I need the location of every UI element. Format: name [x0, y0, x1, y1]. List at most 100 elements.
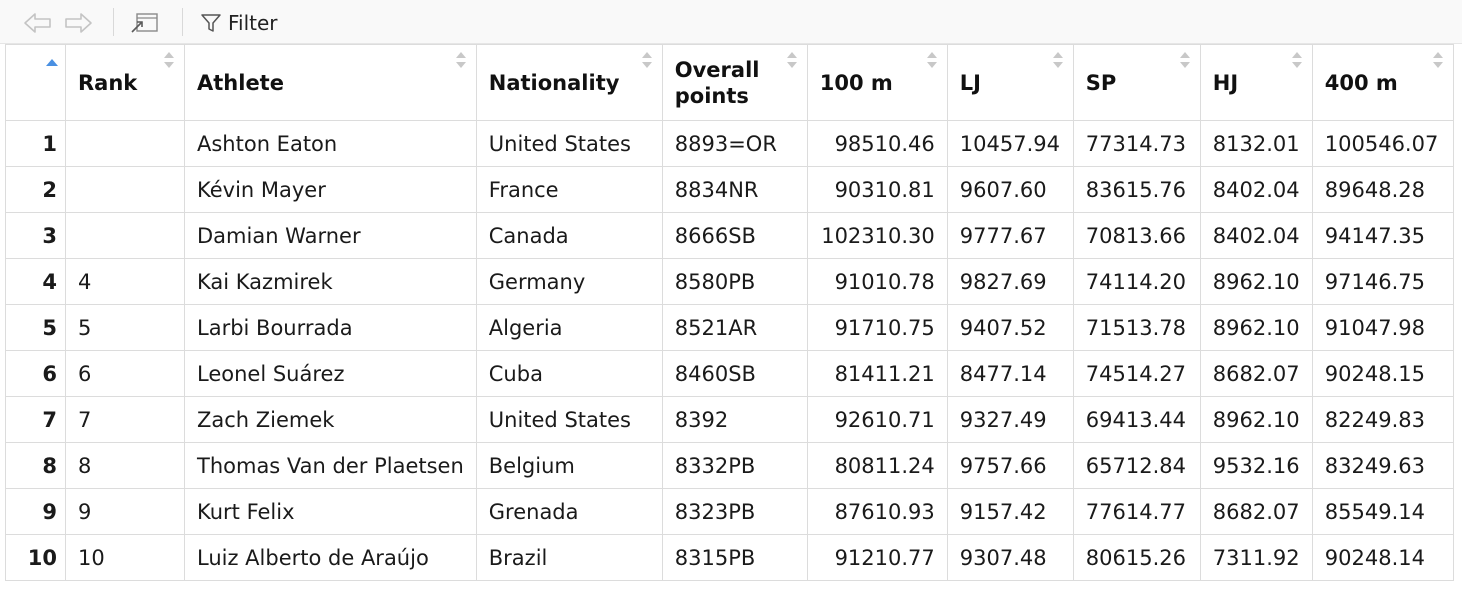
- cell-sp[interactable]: 69413.44: [1072, 396, 1201, 443]
- row-index-cell[interactable]: 7: [5, 396, 66, 443]
- overall-points-cell[interactable]: 8323PB: [661, 488, 808, 535]
- row-index-cell[interactable]: 9: [5, 488, 66, 535]
- nationality-cell[interactable]: Algeria: [475, 304, 663, 351]
- cell-400m[interactable]: 94147.35: [1311, 212, 1454, 259]
- rank-cell[interactable]: 8: [65, 442, 185, 489]
- cell-sp[interactable]: 80615.26: [1072, 534, 1201, 581]
- cell-100m[interactable]: 102310.30: [806, 212, 948, 259]
- nationality-cell[interactable]: Grenada: [475, 488, 663, 535]
- cell-sp[interactable]: 65712.84: [1072, 442, 1201, 489]
- cell-sp[interactable]: 70813.66: [1072, 212, 1201, 259]
- overall-points-cell[interactable]: 8460SB: [661, 350, 808, 397]
- row-index-cell[interactable]: 1: [5, 120, 66, 167]
- nationality-cell[interactable]: France: [475, 166, 663, 213]
- column-header-overall-points[interactable]: Overall points: [661, 44, 808, 121]
- cell-400m[interactable]: 91047.98: [1311, 304, 1454, 351]
- nationality-cell[interactable]: Canada: [475, 212, 663, 259]
- cell-400m[interactable]: 85549.14: [1311, 488, 1454, 535]
- filter-button[interactable]: Filter: [200, 8, 278, 38]
- cell-lj[interactable]: 9157.42: [946, 488, 1074, 535]
- column-header-rank[interactable]: Rank: [65, 44, 185, 121]
- athlete-cell[interactable]: Kurt Felix: [184, 488, 477, 535]
- cell-lj[interactable]: 9607.60: [946, 166, 1074, 213]
- cell-sp[interactable]: 74514.27: [1072, 350, 1201, 397]
- popout-button[interactable]: [128, 10, 162, 36]
- cell-lj[interactable]: 9777.67: [946, 212, 1074, 259]
- row-index-cell[interactable]: 2: [5, 166, 66, 213]
- cell-100m[interactable]: 87610.93: [806, 488, 948, 535]
- cell-100m[interactable]: 98510.46: [806, 120, 948, 167]
- cell-100m[interactable]: 90310.81: [806, 166, 948, 213]
- cell-400m[interactable]: 89648.28: [1311, 166, 1454, 213]
- rank-cell[interactable]: 9: [65, 488, 185, 535]
- rank-cell[interactable]: [65, 212, 185, 259]
- nationality-cell[interactable]: Brazil: [475, 534, 663, 581]
- cell-100m[interactable]: 81411.21: [806, 350, 948, 397]
- row-index-cell[interactable]: 4: [5, 258, 66, 305]
- rank-cell[interactable]: 10: [65, 534, 185, 581]
- cell-lj[interactable]: 9327.49: [946, 396, 1074, 443]
- rank-cell[interactable]: 6: [65, 350, 185, 397]
- athlete-cell[interactable]: Larbi Bourrada: [184, 304, 477, 351]
- cell-sp[interactable]: 71513.78: [1072, 304, 1201, 351]
- rank-cell[interactable]: 4: [65, 258, 185, 305]
- column-header-100m[interactable]: 100 m: [806, 44, 948, 121]
- cell-100m[interactable]: 92610.71: [806, 396, 948, 443]
- column-header-athlete[interactable]: Athlete: [184, 44, 477, 121]
- cell-100m[interactable]: 91210.77: [806, 534, 948, 581]
- cell-400m[interactable]: 83249.63: [1311, 442, 1454, 489]
- cell-sp[interactable]: 77314.73: [1072, 120, 1201, 167]
- overall-points-cell[interactable]: 8332PB: [661, 442, 808, 489]
- cell-hj[interactable]: 8682.07: [1199, 488, 1313, 535]
- row-index-cell[interactable]: 8: [5, 442, 66, 489]
- cell-lj[interactable]: 9757.66: [946, 442, 1074, 489]
- cell-100m[interactable]: 91710.75: [806, 304, 948, 351]
- overall-points-cell[interactable]: 8315PB: [661, 534, 808, 581]
- forward-button[interactable]: [62, 10, 94, 36]
- athlete-cell[interactable]: Ashton Eaton: [184, 120, 477, 167]
- row-index-cell[interactable]: 3: [5, 212, 66, 259]
- rank-cell[interactable]: 5: [65, 304, 185, 351]
- nationality-cell[interactable]: Cuba: [475, 350, 663, 397]
- cell-hj[interactable]: 8962.10: [1199, 258, 1313, 305]
- athlete-cell[interactable]: Thomas Van der Plaetsen: [184, 442, 477, 489]
- rank-cell[interactable]: 7: [65, 396, 185, 443]
- athlete-cell[interactable]: Leonel Suárez: [184, 350, 477, 397]
- column-header-hj[interactable]: HJ: [1199, 44, 1313, 121]
- row-index-cell[interactable]: 6: [5, 350, 66, 397]
- column-header-400m[interactable]: 400 m: [1311, 44, 1454, 121]
- cell-lj[interactable]: 9827.69: [946, 258, 1074, 305]
- cell-lj[interactable]: 9407.52: [946, 304, 1074, 351]
- overall-points-cell[interactable]: 8893=OR: [661, 120, 808, 167]
- overall-points-cell[interactable]: 8392: [661, 396, 808, 443]
- row-index-cell[interactable]: 10: [5, 534, 66, 581]
- overall-points-cell[interactable]: 8834NR: [661, 166, 808, 213]
- cell-hj[interactable]: 8962.10: [1199, 396, 1313, 443]
- rank-cell[interactable]: [65, 120, 185, 167]
- overall-points-cell[interactable]: 8666SB: [661, 212, 808, 259]
- back-button[interactable]: [22, 10, 54, 36]
- rank-cell[interactable]: [65, 166, 185, 213]
- overall-points-cell[interactable]: 8580PB: [661, 258, 808, 305]
- column-header-index[interactable]: [5, 44, 66, 121]
- athlete-cell[interactable]: Zach Ziemek: [184, 396, 477, 443]
- cell-lj[interactable]: 10457.94: [946, 120, 1074, 167]
- nationality-cell[interactable]: Belgium: [475, 442, 663, 489]
- nationality-cell[interactable]: United States: [475, 120, 663, 167]
- column-header-nationality[interactable]: Nationality: [475, 44, 663, 121]
- cell-sp[interactable]: 74114.20: [1072, 258, 1201, 305]
- cell-400m[interactable]: 90248.15: [1311, 350, 1454, 397]
- athlete-cell[interactable]: Luiz Alberto de Araújo: [184, 534, 477, 581]
- athlete-cell[interactable]: Damian Warner: [184, 212, 477, 259]
- column-header-lj[interactable]: LJ: [946, 44, 1074, 121]
- cell-hj[interactable]: 9532.16: [1199, 442, 1313, 489]
- cell-400m[interactable]: 90248.14: [1311, 534, 1454, 581]
- cell-hj[interactable]: 8132.01: [1199, 120, 1313, 167]
- column-header-sp[interactable]: SP: [1072, 44, 1201, 121]
- cell-hj[interactable]: 7311.92: [1199, 534, 1313, 581]
- cell-hj[interactable]: 8402.04: [1199, 166, 1313, 213]
- cell-hj[interactable]: 8682.07: [1199, 350, 1313, 397]
- cell-hj[interactable]: 8962.10: [1199, 304, 1313, 351]
- cell-hj[interactable]: 8402.04: [1199, 212, 1313, 259]
- cell-lj[interactable]: 8477.14: [946, 350, 1074, 397]
